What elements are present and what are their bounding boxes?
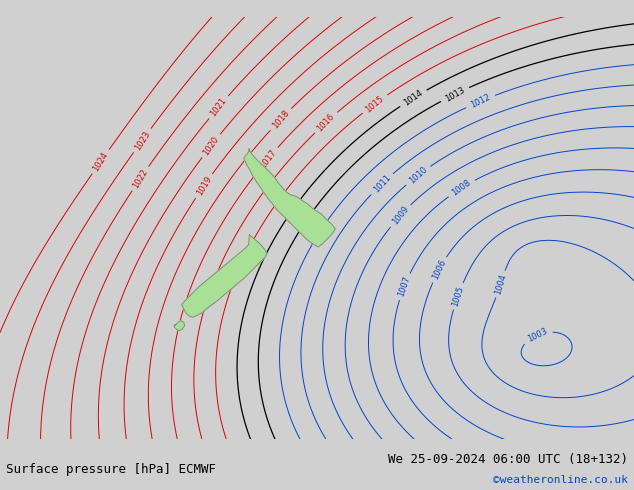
Text: 1024: 1024	[91, 150, 110, 173]
Text: 1020: 1020	[202, 135, 221, 157]
Text: 1022: 1022	[131, 167, 150, 190]
Text: 1018: 1018	[271, 108, 291, 130]
Polygon shape	[174, 320, 184, 331]
Text: 1017: 1017	[258, 147, 278, 170]
Text: 1015: 1015	[364, 94, 385, 114]
Polygon shape	[182, 235, 267, 318]
Text: 1016: 1016	[316, 112, 337, 133]
Text: 1004: 1004	[493, 273, 508, 295]
Text: 1011: 1011	[372, 173, 392, 195]
Text: 1008: 1008	[450, 178, 472, 198]
Text: 1023: 1023	[133, 129, 152, 152]
Text: ©weatheronline.co.uk: ©weatheronline.co.uk	[493, 475, 628, 485]
Text: 1006: 1006	[430, 258, 448, 281]
Text: 1009: 1009	[390, 205, 410, 227]
Text: 1014: 1014	[402, 88, 424, 108]
Text: 1012: 1012	[469, 93, 492, 110]
Text: 1003: 1003	[526, 327, 548, 344]
Text: 1013: 1013	[443, 85, 466, 103]
Text: Surface pressure [hPa] ECMWF: Surface pressure [hPa] ECMWF	[6, 463, 216, 476]
Text: 1021: 1021	[209, 96, 228, 118]
Text: 1005: 1005	[450, 285, 465, 308]
Polygon shape	[243, 149, 335, 247]
Text: 1010: 1010	[407, 165, 429, 186]
Text: 1019: 1019	[195, 175, 213, 197]
Text: We 25-09-2024 06:00 UTC (18+132): We 25-09-2024 06:00 UTC (18+132)	[387, 453, 628, 466]
Text: 1007: 1007	[396, 275, 412, 298]
